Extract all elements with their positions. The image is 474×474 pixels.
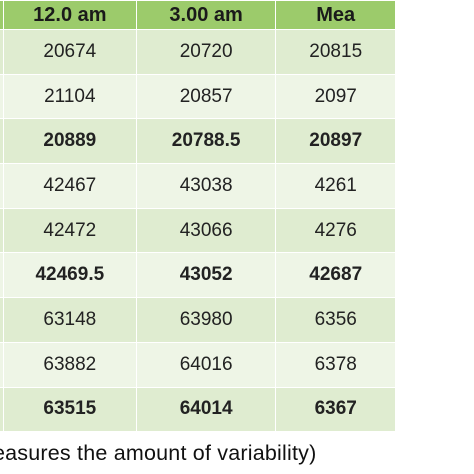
table-cell: 21104: [2, 73, 137, 120]
table-row: 42467 43038 4261: [0, 163, 396, 209]
table-cell: 43052: [135, 252, 277, 299]
table-cell: 20889: [2, 118, 137, 165]
table-cell: 64014: [135, 386, 277, 433]
table-row: 21104 20857 2097: [0, 73, 396, 120]
header-cell-12am: 12.0 am: [2, 0, 137, 30]
table-cell: 4276: [275, 207, 396, 254]
table-cell: 63980: [135, 297, 277, 343]
table-cell: 20815: [275, 29, 396, 75]
table-cell: 42469.5: [2, 252, 137, 299]
table-cell: 63515: [2, 386, 137, 433]
table-cell: 4261: [275, 163, 396, 209]
table-cell: 20897: [275, 118, 396, 165]
table-row-mean: 42469.5 43052 42687: [0, 252, 396, 299]
table-cell: 20674: [2, 29, 137, 75]
table-row: 63882 64016 6378: [0, 341, 396, 388]
header-cell-mean: Mea: [275, 0, 396, 30]
table-cell: 6378: [275, 341, 396, 388]
table-cell: 42472: [2, 207, 137, 254]
table-row-mean: 20889 20788.5 20897: [0, 118, 396, 165]
header-row: 12.0 am 3.00 am Mea: [0, 0, 396, 30]
table-row: 42472 43066 4276: [0, 207, 396, 254]
footnote-text: leasures the amount of variability): [0, 441, 317, 465]
table-cell: 20857: [135, 73, 277, 120]
table-cell: 42687: [275, 252, 396, 299]
table-cell: 63882: [2, 341, 137, 388]
table-cell: 43038: [135, 163, 277, 209]
table-cell: 6356: [275, 297, 396, 343]
table-cell: 63148: [2, 297, 137, 343]
table-cell: 64016: [135, 341, 277, 388]
table-row: 20674 20720 20815: [0, 29, 396, 75]
table-row: 63148 63980 6356: [0, 297, 396, 343]
table-cell: 6367: [275, 386, 396, 433]
table-cell: 42467: [2, 163, 137, 209]
table-cell: 2097: [275, 73, 396, 120]
table-cell: 20720: [135, 29, 277, 75]
table-cell: 43066: [135, 207, 277, 254]
data-table: 12.0 am 3.00 am Mea 20674 20720 20815 21…: [0, 0, 396, 433]
header-cell-3am: 3.00 am: [135, 0, 277, 30]
table-cell: 20788.5: [135, 118, 277, 165]
table-row-mean: 63515 64014 6367: [0, 386, 396, 433]
